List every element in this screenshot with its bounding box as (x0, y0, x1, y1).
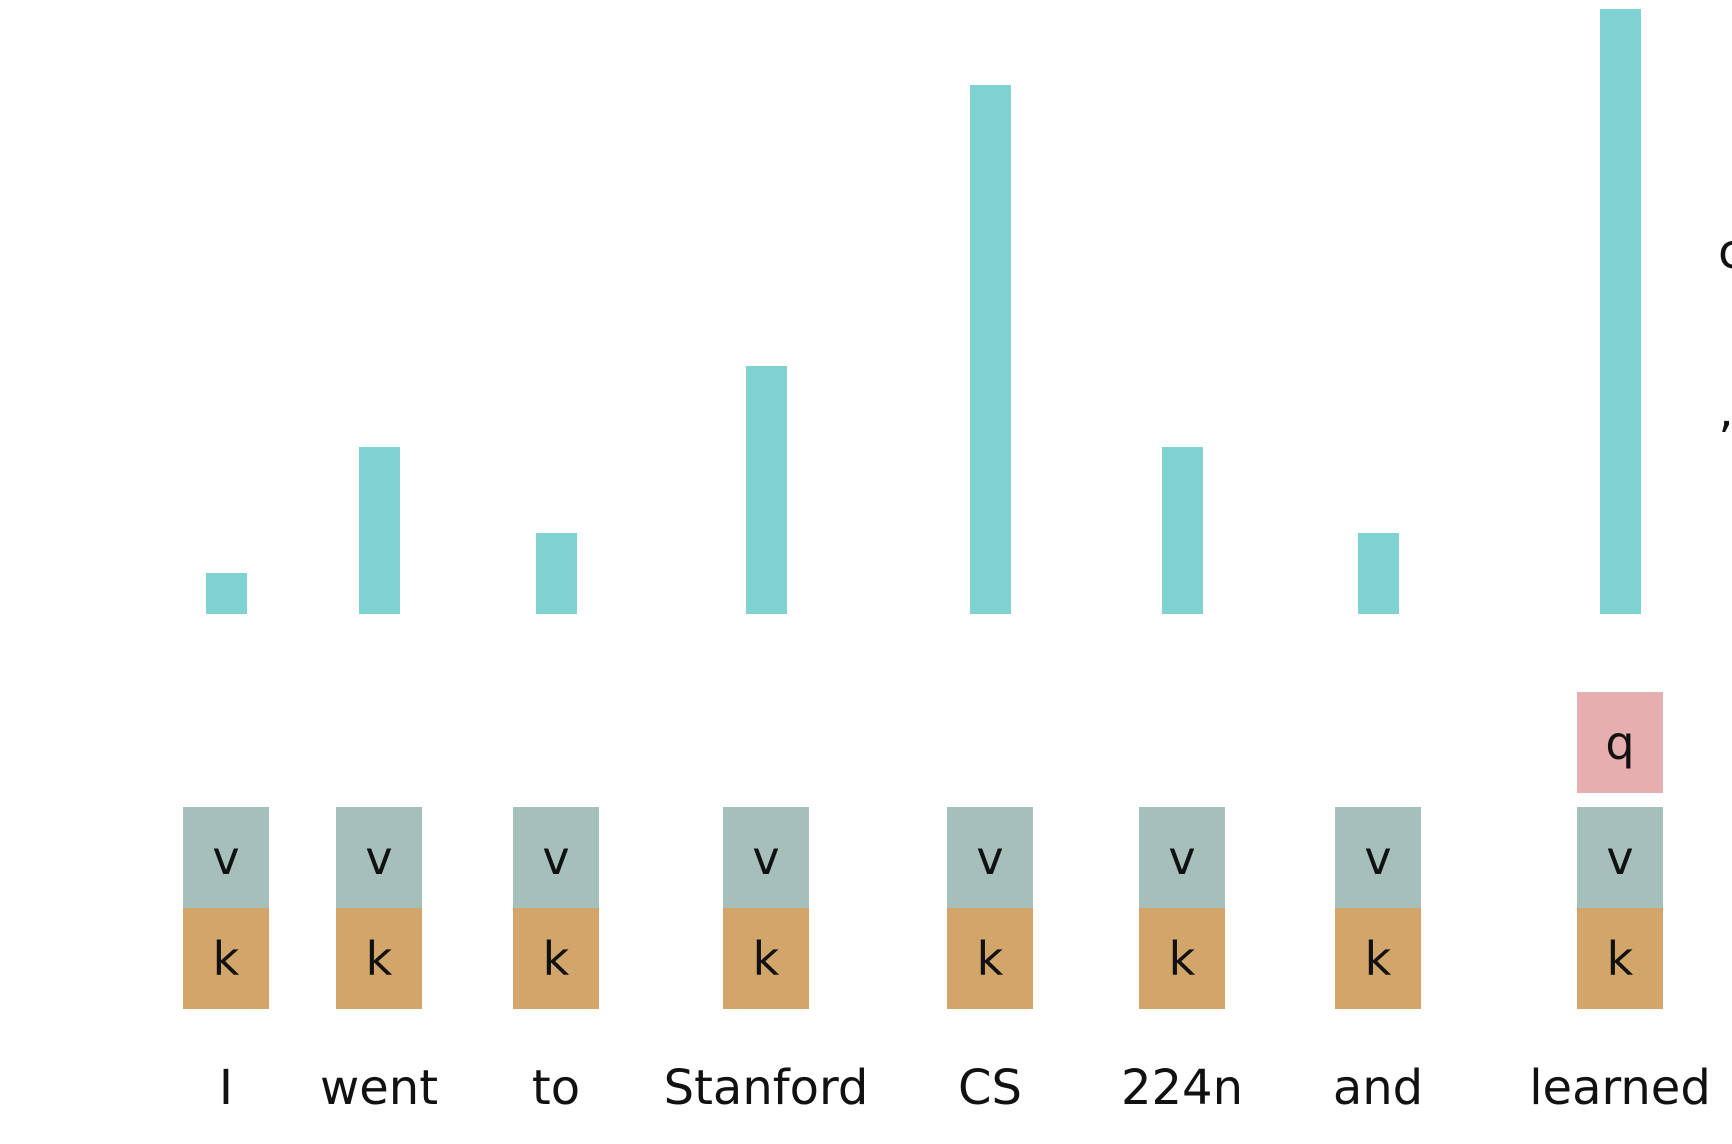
token-word: went (319, 1060, 439, 1116)
token-word: Stanford (663, 1060, 869, 1116)
token-word: I (218, 1060, 234, 1116)
key-box: k (723, 908, 809, 1009)
attention-bar-to (535, 533, 577, 614)
value-box: v (336, 807, 422, 908)
token-word: to (531, 1060, 581, 1116)
attention-bar-and (1357, 533, 1399, 614)
attention-bar-i (205, 573, 247, 614)
key-box: k (947, 908, 1033, 1009)
attention-bar-went (358, 447, 400, 614)
token-word: and (1332, 1060, 1424, 1116)
value-box: v (1335, 807, 1421, 908)
key-box: k (336, 908, 422, 1009)
value-box: v (947, 807, 1033, 908)
value-box: v (1139, 807, 1225, 908)
edge-text-lower: ’ (1718, 412, 1732, 468)
key-box: k (513, 908, 599, 1009)
key-box: k (183, 908, 269, 1009)
query-box: q (1577, 692, 1663, 793)
attention-bar-learned (1599, 9, 1641, 614)
value-box: v (513, 807, 599, 908)
value-box: v (723, 807, 809, 908)
value-box: v (183, 807, 269, 908)
edge-text-upper: c (1718, 224, 1732, 280)
value-box: v (1577, 807, 1663, 908)
attention-bar-224n (1161, 447, 1203, 614)
attention-bar-stanford (745, 366, 787, 614)
token-word: learned (1529, 1060, 1711, 1116)
key-box: k (1577, 908, 1663, 1009)
attention-bar-cs (969, 85, 1011, 614)
key-box: k (1335, 908, 1421, 1009)
key-box: k (1139, 908, 1225, 1009)
token-word: CS (958, 1060, 1022, 1116)
token-word: 224n (1120, 1060, 1244, 1116)
